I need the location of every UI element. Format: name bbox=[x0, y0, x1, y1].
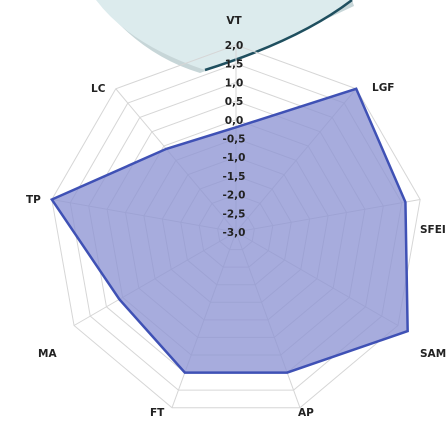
tick-label: -3,0 bbox=[223, 227, 246, 239]
tick-label: 2,0 bbox=[225, 40, 244, 52]
axis-label-vt: VT bbox=[226, 15, 242, 27]
tick-label: 1,5 bbox=[225, 59, 244, 71]
tick-label: -2,0 bbox=[223, 190, 246, 202]
tick-label: -2,5 bbox=[223, 208, 246, 220]
axis-label-tp: TP bbox=[26, 194, 41, 206]
tick-label: -1,0 bbox=[223, 152, 246, 164]
series-area bbox=[49, 87, 409, 374]
radar-tick-labels: 2,0 1,5 1,0 0,5 0,0 -0,5 -1,0 -1,5 -2,0 -2,5 -3,0 bbox=[223, 40, 246, 239]
tick-label: -0,5 bbox=[223, 134, 246, 146]
axis-label-ap: AP bbox=[298, 407, 314, 419]
axis-label-lc: LC bbox=[91, 83, 106, 95]
radar-axis-labels: VT LGF SFEI SAM AP FT MA TP LC bbox=[26, 15, 446, 419]
tick-label: 0,5 bbox=[225, 96, 244, 108]
background-card bbox=[96, 0, 352, 70]
radar-series bbox=[49, 87, 409, 374]
axis-label-ma: MA bbox=[38, 348, 57, 360]
axis-label-ft: FT bbox=[150, 407, 165, 419]
axis-label-lgf: LGF bbox=[372, 82, 394, 94]
tick-label: 1,0 bbox=[225, 77, 244, 89]
axis-label-sam: SAM bbox=[420, 348, 446, 360]
tick-label: -1,5 bbox=[223, 171, 246, 183]
tick-label: 0,0 bbox=[225, 115, 244, 127]
background-card-edge bbox=[204, 0, 353, 72]
grid-ring bbox=[51, 44, 421, 409]
axis-label-sfei: SFEI bbox=[420, 224, 446, 236]
